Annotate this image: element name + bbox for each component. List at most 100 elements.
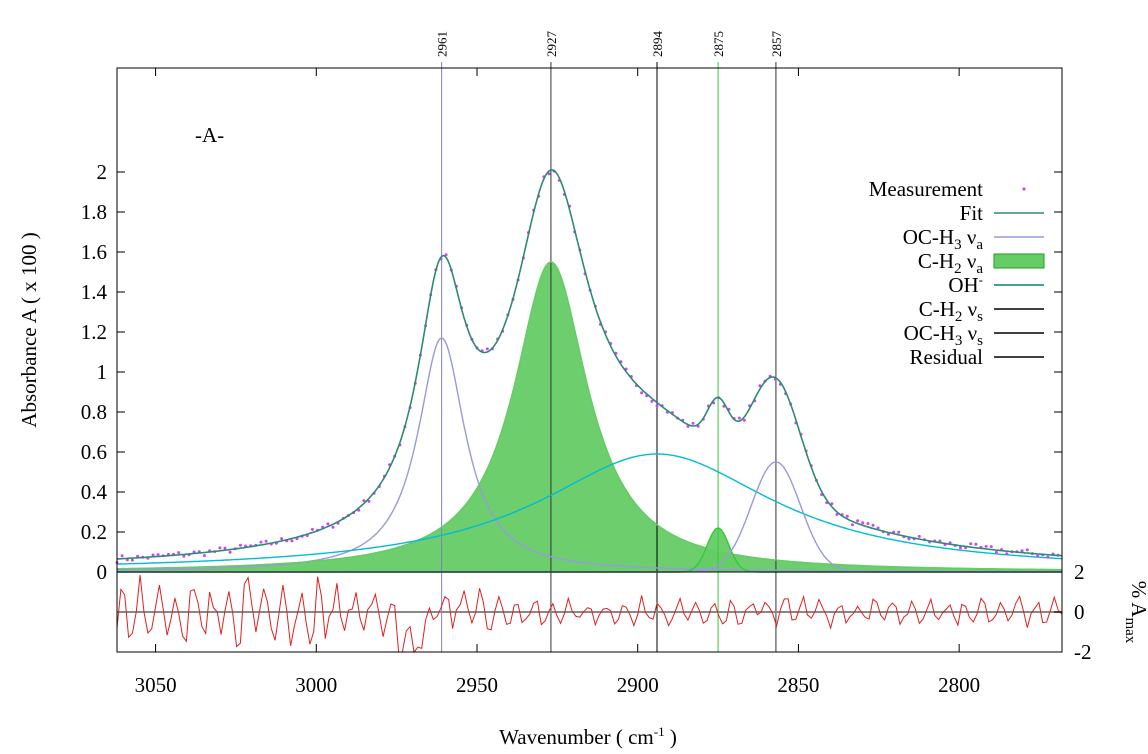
legend-label: Fit [960, 201, 984, 225]
measurement-point [485, 347, 489, 351]
measurement-point [182, 554, 186, 558]
measurement-point [737, 416, 741, 420]
residual-tick-label: -2 [1074, 640, 1092, 664]
y-tick-label: 1.4 [81, 280, 108, 304]
peak-position-lines: 2961 2927 2894 2875 2857 [435, 31, 784, 652]
x-tick-label: 2800 [938, 673, 980, 697]
measurement-point [367, 499, 371, 503]
measurement-point [655, 404, 659, 408]
measurement-point [259, 540, 263, 544]
measurement-point [202, 554, 206, 558]
measurement-point [984, 544, 988, 548]
x-tick-label: 3050 [135, 673, 177, 697]
curve-oh- [117, 453, 1063, 565]
x-tick-label: 2850 [777, 673, 819, 697]
measurement-point [547, 172, 551, 176]
measurement-point [917, 534, 921, 538]
legend-label: C-H2 νs [919, 297, 983, 325]
legend-label: Measurement [869, 177, 983, 201]
fit-curve [116, 169, 1063, 560]
measurement-point [850, 523, 854, 527]
measurement-point [830, 502, 834, 506]
measurement-point [989, 545, 993, 549]
measurement-point [866, 522, 870, 525]
measurement-point [156, 553, 160, 557]
measurement-point [223, 546, 227, 550]
measurement-point [861, 521, 865, 525]
y-axis-title: Absorbance A ( x 100 ) [17, 232, 41, 427]
y-tick-label: 0.8 [81, 400, 107, 424]
legend-symbol [1022, 187, 1026, 191]
x-tick-label: 3000 [295, 673, 337, 697]
measurement-point [264, 539, 268, 543]
peak-label-2894: 2894 [650, 31, 665, 58]
peak-label-2927: 2927 [544, 31, 559, 58]
peak-label-2875: 2875 [711, 31, 726, 57]
x-tick-label: 2900 [617, 673, 659, 697]
measurement-point [640, 391, 644, 395]
measurement-point [856, 519, 860, 523]
residual-tick-label: 0 [1074, 600, 1085, 624]
legend-label: OH- [948, 272, 983, 297]
panel-label: -A- [195, 123, 224, 147]
residual-curve [116, 574, 1063, 654]
curve-c-h2-a [117, 261, 1062, 571]
measurement-point [835, 513, 839, 516]
measurement-point [974, 542, 978, 546]
measurement-point [969, 542, 973, 546]
measurement-point [691, 421, 695, 425]
axes: 0 0.2 0.4 0.6 0.8 1 1.2 1.4 1.6 1.8 2 3050 3000 2950 2… [81, 67, 1092, 697]
measurement-point [1025, 548, 1029, 552]
y-tick-label: 0.6 [81, 440, 107, 464]
measurement-point [871, 523, 875, 527]
measurement-point [130, 558, 134, 562]
measurement-point [177, 551, 181, 555]
measurement-point [238, 543, 242, 547]
measurement-point [1036, 554, 1040, 558]
y-tick-label: 1.8 [81, 200, 107, 224]
measurement-point [742, 418, 746, 422]
measurement-point [326, 522, 330, 526]
legend-label: OC-H3 νa [903, 225, 984, 253]
measurement-point [120, 554, 124, 558]
y-tick-label: 0.4 [81, 480, 108, 504]
legend-label: OC-H3 νs [904, 321, 984, 349]
measurement-point [1046, 555, 1050, 559]
y-tick-label: 1 [97, 360, 108, 384]
measurement-point [218, 546, 222, 550]
measurement-point [136, 554, 140, 558]
measurement-point [290, 539, 294, 543]
measurement-point [650, 399, 654, 403]
peak-label-2961: 2961 [435, 31, 450, 57]
x-tick-label: 2950 [456, 673, 498, 697]
measurement-point [958, 546, 962, 550]
residual-tick-label: 2 [1074, 560, 1085, 584]
measurement-point [1005, 552, 1009, 556]
measurement-point [331, 525, 335, 529]
measurement-point [362, 499, 366, 503]
measurement-point [151, 553, 155, 557]
y-tick-label: 0.2 [81, 520, 107, 544]
measurement-point [845, 514, 849, 518]
peak-label-2857: 2857 [769, 31, 784, 58]
y-tick-label: 0 [97, 560, 108, 584]
legend-label: C-H2 νa [918, 249, 983, 277]
residual-panel [116, 574, 1063, 654]
y-tick-label: 2 [97, 160, 108, 184]
y-tick-label: 1.6 [81, 240, 107, 264]
y-tick-label: 1.2 [81, 320, 107, 344]
measurement-point [907, 537, 911, 541]
measurement-point [228, 550, 232, 554]
x-axis-title: Wavenumber ( cm-1 ) [499, 724, 677, 749]
measurement-point [994, 550, 998, 554]
legend-symbol [993, 253, 1045, 269]
measurement-point [897, 530, 901, 534]
measurement-point [310, 527, 314, 531]
residual-axis-title: % Amax [1122, 581, 1148, 644]
legend-label: Residual [910, 345, 984, 369]
measurement-point [1020, 549, 1024, 553]
plot-frame [116, 67, 1063, 653]
curve-oc-h3-a [116, 337, 1062, 573]
